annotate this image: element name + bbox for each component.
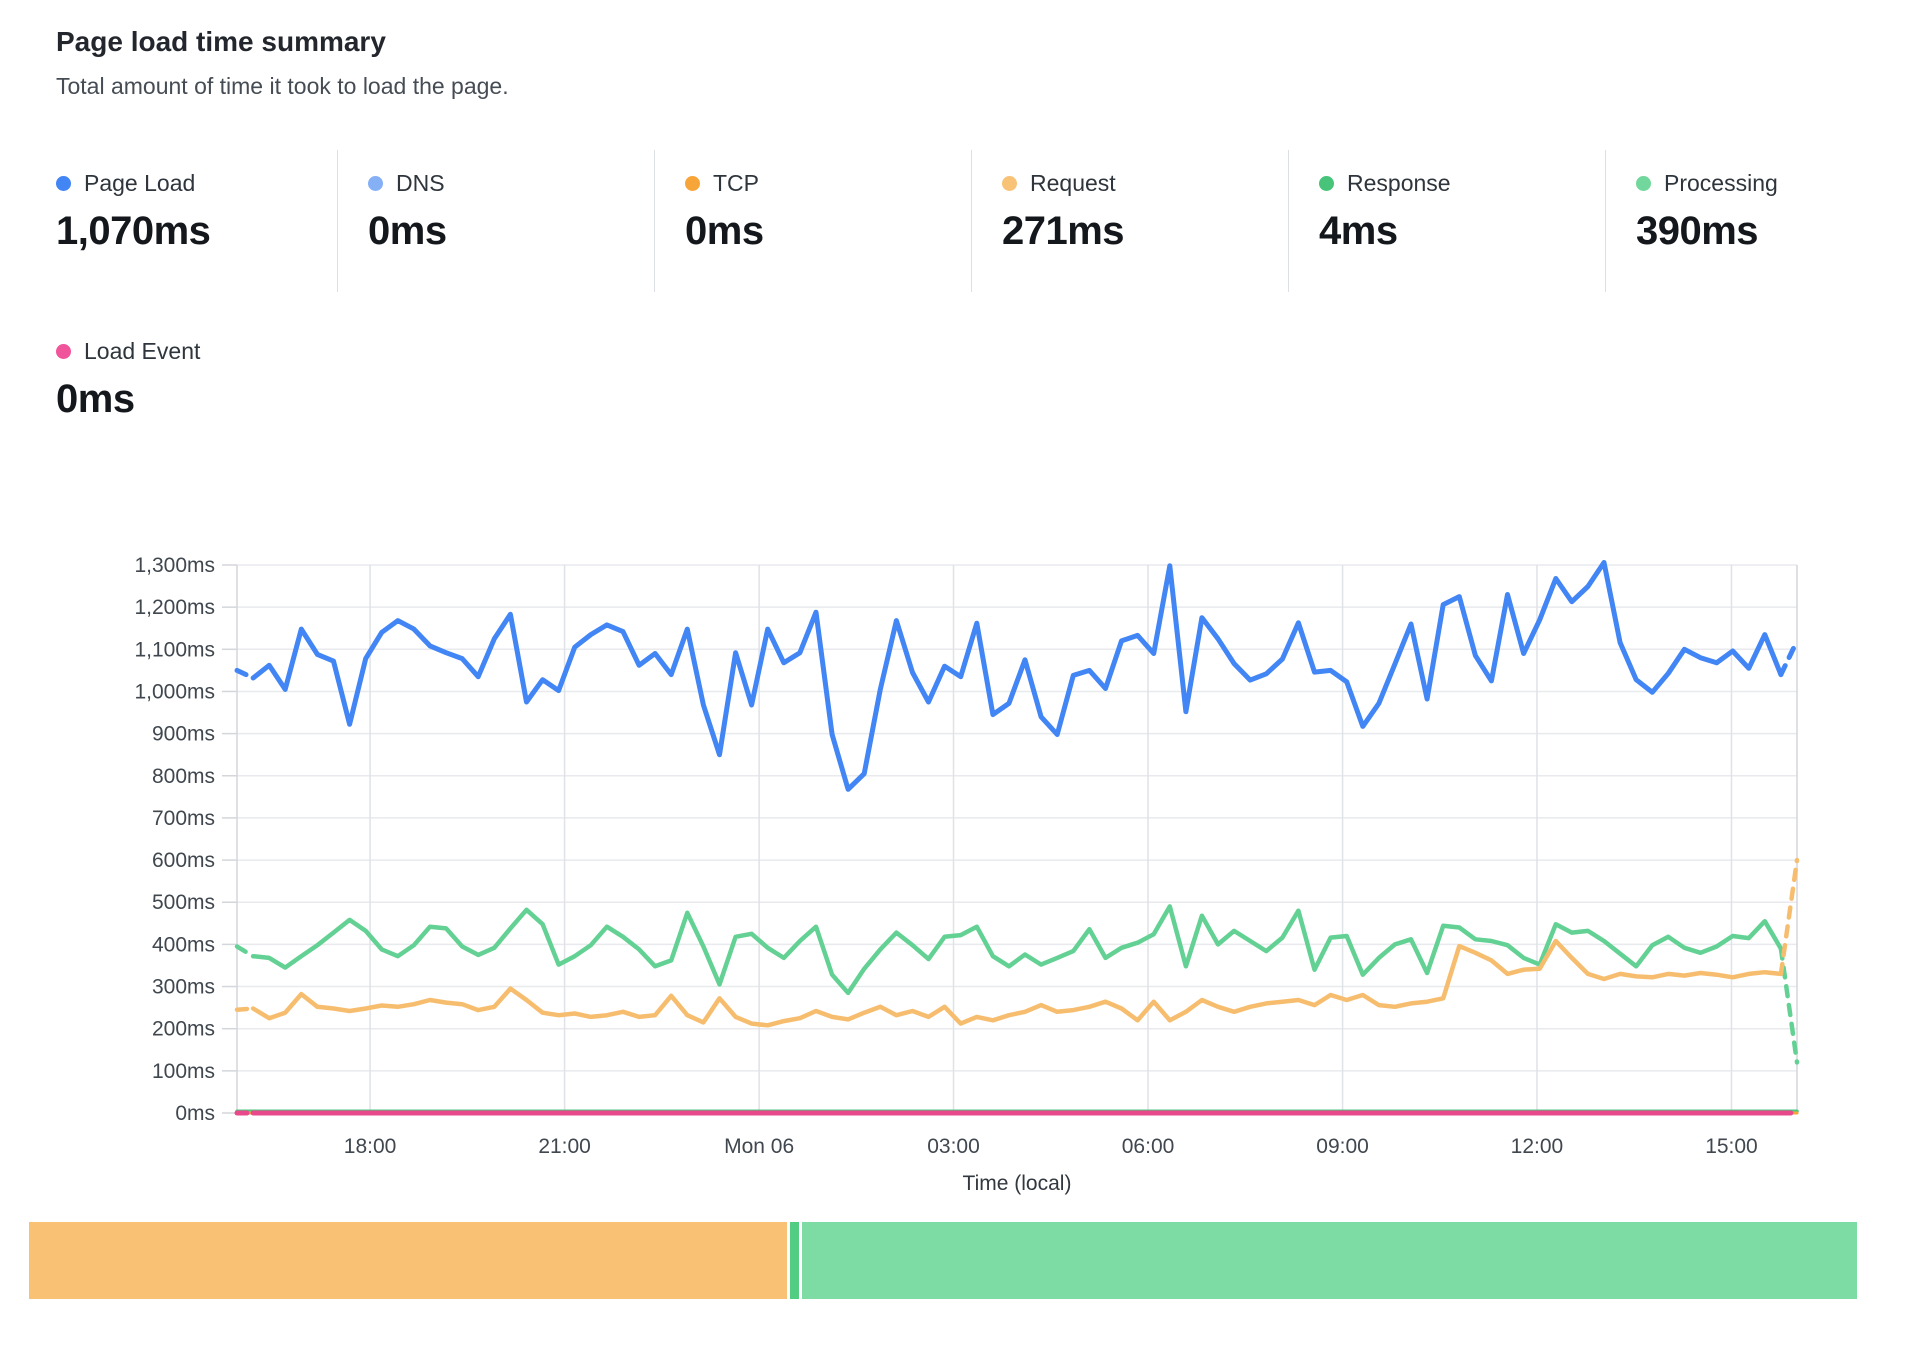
metric-value: 271ms bbox=[1002, 209, 1125, 253]
series-page-load bbox=[250, 560, 1784, 792]
metric-tcp: TCP 0ms bbox=[654, 150, 971, 292]
load-event-legend-dot bbox=[56, 344, 71, 359]
series-request bbox=[234, 1006, 256, 1012]
metric-value: 0ms bbox=[56, 377, 135, 421]
metric-value: 4ms bbox=[1319, 209, 1398, 253]
metric-label: Request bbox=[1030, 170, 1116, 196]
metric-value: 0ms bbox=[368, 209, 447, 253]
metric-value: 0ms bbox=[685, 209, 764, 253]
y-axis-tick-label: 1,200ms bbox=[134, 596, 215, 619]
bar-segment-request bbox=[29, 1222, 787, 1299]
x-axis-tick-label: 21:00 bbox=[538, 1135, 591, 1158]
series-processing bbox=[250, 904, 1784, 996]
series-request bbox=[1778, 857, 1800, 977]
metric-value: 390ms bbox=[1636, 209, 1759, 253]
metric-label: Processing bbox=[1664, 170, 1778, 196]
x-axis-tick-label: 12:00 bbox=[1511, 1135, 1564, 1158]
tcp-legend-dot bbox=[685, 176, 700, 191]
series-processing bbox=[234, 944, 256, 959]
metric-label: Response bbox=[1347, 170, 1451, 196]
metric-dns: DNS 0ms bbox=[337, 150, 654, 292]
bar-segment-processing bbox=[801, 1222, 1857, 1299]
x-axis-title: Time (local) bbox=[963, 1172, 1072, 1195]
bar-gap bbox=[798, 1222, 802, 1299]
metric-label: Load Event bbox=[84, 338, 201, 364]
x-axis-tick-label: Mon 06 bbox=[724, 1135, 794, 1158]
x-axis-tick-label: 06:00 bbox=[1122, 1135, 1175, 1158]
y-axis-tick-label: 600ms bbox=[152, 849, 215, 872]
x-axis-tick-label: 18:00 bbox=[344, 1135, 397, 1158]
series-page-load bbox=[1778, 638, 1800, 678]
y-axis-tick-label: 800ms bbox=[152, 765, 215, 788]
metric-page-load: Page Load 1,070ms bbox=[56, 150, 337, 292]
bar-gap bbox=[786, 1222, 790, 1299]
processing-legend-dot bbox=[1636, 176, 1651, 191]
bar-segment-response bbox=[789, 1222, 799, 1299]
page-subtitle: Total amount of time it took to load the… bbox=[56, 73, 509, 99]
series-request bbox=[250, 938, 1784, 1028]
timing-breakdown-bar bbox=[29, 1222, 1857, 1299]
y-axis-tick-label: 900ms bbox=[152, 723, 215, 746]
y-axis-tick-label: 500ms bbox=[152, 891, 215, 914]
metric-response: Response 4ms bbox=[1288, 150, 1605, 292]
metric-label: TCP bbox=[713, 170, 759, 196]
y-axis-tick-label: 0ms bbox=[175, 1102, 215, 1125]
y-axis-tick-label: 200ms bbox=[152, 1018, 215, 1041]
x-axis-tick-label: 09:00 bbox=[1316, 1135, 1369, 1158]
y-axis-tick-label: 400ms bbox=[152, 933, 215, 956]
y-axis-tick-label: 1,000ms bbox=[134, 680, 215, 703]
request-legend-dot bbox=[1002, 176, 1017, 191]
metric-value: 1,070ms bbox=[56, 209, 211, 253]
page-title: Page load time summary bbox=[56, 26, 386, 57]
metric-label: Page Load bbox=[84, 170, 196, 196]
y-axis-tick-label: 100ms bbox=[152, 1060, 215, 1083]
metric-load-event: Load Event 0ms bbox=[56, 318, 337, 460]
dns-legend-dot bbox=[368, 176, 383, 191]
series-page-load bbox=[234, 667, 256, 681]
metrics-summary-row: Page Load 1,070ms DNS 0ms TCP 0ms Reques… bbox=[56, 150, 1910, 292]
y-axis-tick-label: 300ms bbox=[152, 976, 215, 999]
y-axis-tick-label: 700ms bbox=[152, 807, 215, 830]
y-axis-tick-label: 1,300ms bbox=[134, 554, 215, 577]
x-axis-tick-label: 15:00 bbox=[1705, 1135, 1758, 1158]
metric-processing: Processing 390ms bbox=[1605, 150, 1910, 292]
response-legend-dot bbox=[1319, 176, 1334, 191]
metrics-summary-row-2: Load Event 0ms bbox=[56, 318, 337, 460]
x-axis-tick-label: 03:00 bbox=[927, 1135, 980, 1158]
page-load-legend-dot bbox=[56, 176, 71, 191]
y-axis-tick-label: 1,100ms bbox=[134, 638, 215, 661]
metric-label: DNS bbox=[396, 170, 445, 196]
metric-request: Request 271ms bbox=[971, 150, 1288, 292]
